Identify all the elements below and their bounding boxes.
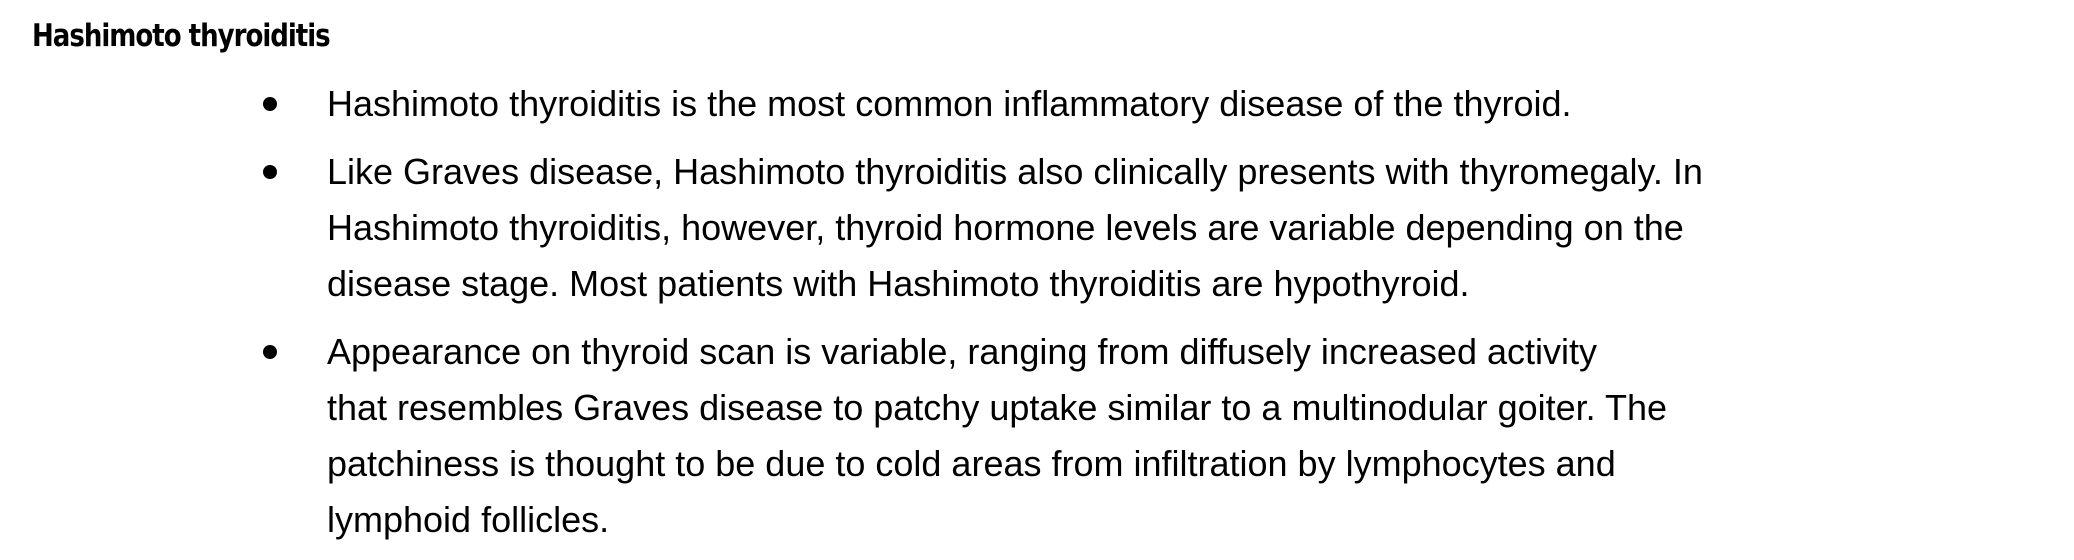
bullet-icon xyxy=(263,97,277,111)
text-line: disease stage. Most patients with Hashim… xyxy=(327,263,1470,304)
bullet-text: Like Graves disease, Hashimoto thyroidit… xyxy=(327,144,2026,312)
text-line: Like Graves disease, Hashimoto thyroidit… xyxy=(327,151,1703,192)
section-heading: Hashimoto thyroiditis xyxy=(32,18,331,54)
list-item: Appearance on thyroid scan is variable, … xyxy=(256,324,2026,548)
list-item: Hashimoto thyroiditis is the most common… xyxy=(256,76,2026,132)
bullet-icon xyxy=(263,345,277,359)
bullet-list: Hashimoto thyroiditis is the most common… xyxy=(256,76,2026,560)
bullet-text: Appearance on thyroid scan is variable, … xyxy=(327,324,2026,548)
text-line: that resembles Graves disease to patchy … xyxy=(327,387,1668,428)
text-line: Hashimoto thyroiditis, however, thyroid … xyxy=(327,207,1684,248)
text-line: lymphoid follicles. xyxy=(327,499,610,540)
list-item: Like Graves disease, Hashimoto thyroidit… xyxy=(256,144,2026,312)
bullet-text: Hashimoto thyroiditis is the most common… xyxy=(327,76,2026,132)
text-line: patchiness is thought to be due to cold … xyxy=(327,443,1616,484)
text-line: Appearance on thyroid scan is variable, … xyxy=(327,331,1598,372)
text-line: Hashimoto thyroiditis is the most common… xyxy=(327,83,1572,124)
bullet-icon xyxy=(263,165,277,179)
